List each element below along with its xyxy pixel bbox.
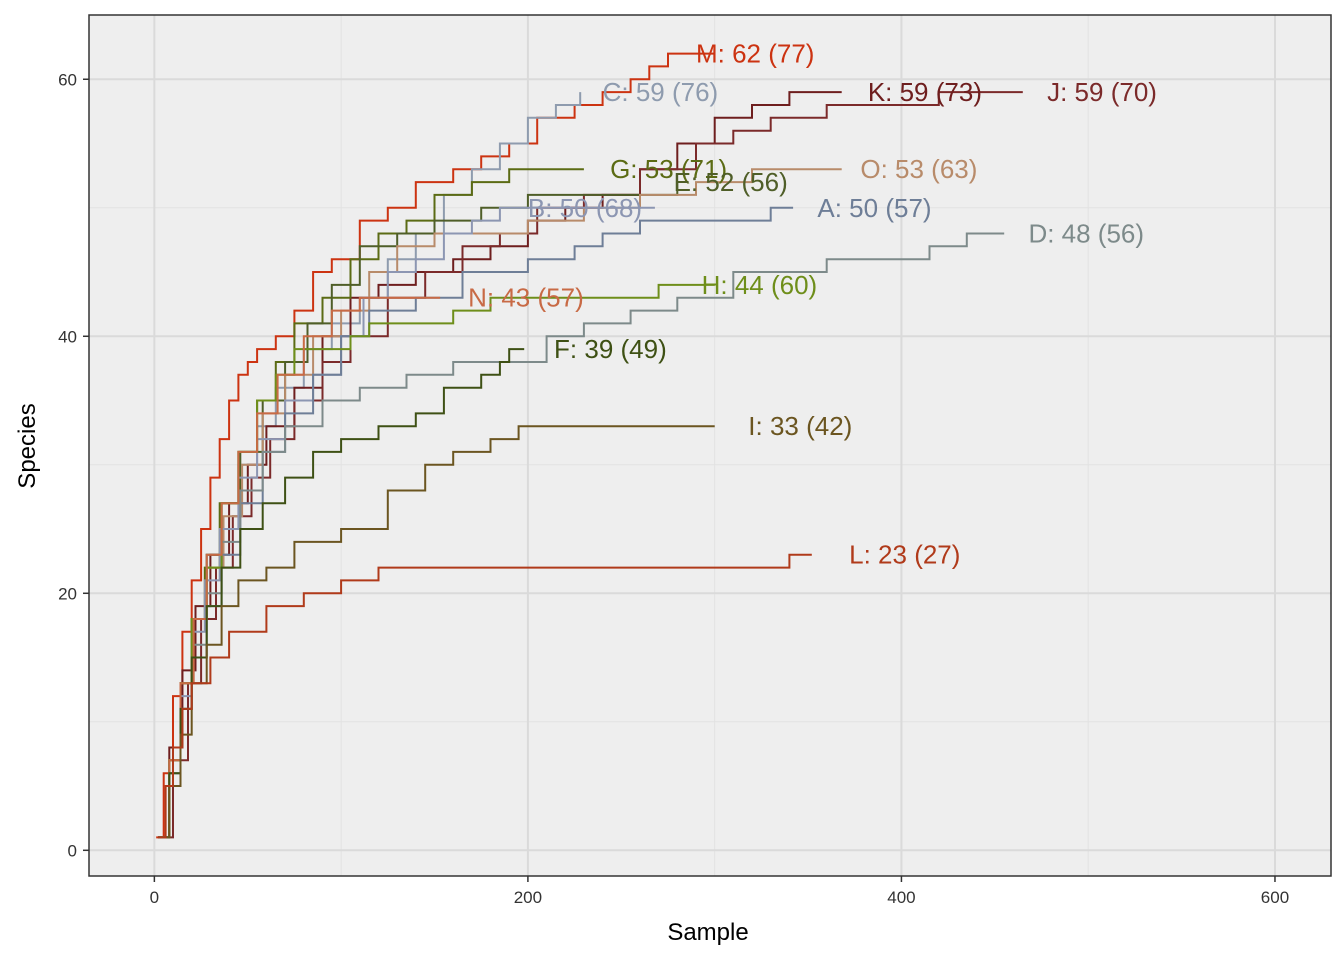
y-axis-title: Species: [14, 403, 41, 488]
x-axis-title: Sample: [667, 919, 748, 946]
series-line-m: [156, 52, 715, 839]
y-tick-label: 40: [58, 327, 77, 346]
series-label-k: K: 59 (73): [868, 77, 982, 107]
series-line-l: [158, 553, 812, 839]
series-label-g: G: 53 (71): [610, 154, 727, 184]
series-label-f: F: 39 (49): [554, 334, 667, 364]
series-label-b: B: 50 (68): [528, 193, 642, 223]
series-label-o: O: 53 (63): [860, 154, 977, 184]
series-label-a: A: 50 (57): [817, 193, 931, 223]
series-label-h: H: 44 (60): [702, 270, 818, 300]
panel-background: [89, 15, 1331, 876]
grid-lines: [89, 15, 1331, 876]
series-line-n: [158, 296, 441, 839]
y-tick-label: 60: [58, 70, 77, 89]
y-tick-label: 0: [68, 841, 77, 860]
series-label-e: E: 52 (56): [674, 167, 788, 197]
series-label-i: I: 33 (42): [748, 411, 852, 441]
series-label-n: N: 43 (57): [468, 283, 584, 313]
panel-frame: [88, 14, 1332, 877]
series-labels: M: 62 (77) C: 59 (76) K: 59 (73) J: 59 (70)…: [468, 39, 1157, 570]
x-tick-label: 200: [514, 888, 542, 907]
series-label-m: M: 62 (77): [696, 39, 815, 69]
series-lines: [156, 52, 1023, 839]
x-tick-label: 600: [1261, 888, 1289, 907]
x-tick-label: 0: [150, 888, 159, 907]
y-tick-label: 20: [58, 584, 77, 603]
plot-panel: [89, 15, 1331, 876]
axes: 0 200 400 600 0 20 40 60: [58, 70, 1289, 907]
series-label-d: D: 48 (56): [1028, 218, 1144, 248]
series-label-c: C: 59 (76): [603, 77, 719, 107]
panel-border: [88, 14, 1332, 877]
series-line-i: [158, 425, 715, 839]
x-tick-label: 400: [887, 888, 915, 907]
series-label-j: J: 59 (70): [1047, 77, 1157, 107]
series-label-l: L: 23 (27): [849, 540, 960, 570]
